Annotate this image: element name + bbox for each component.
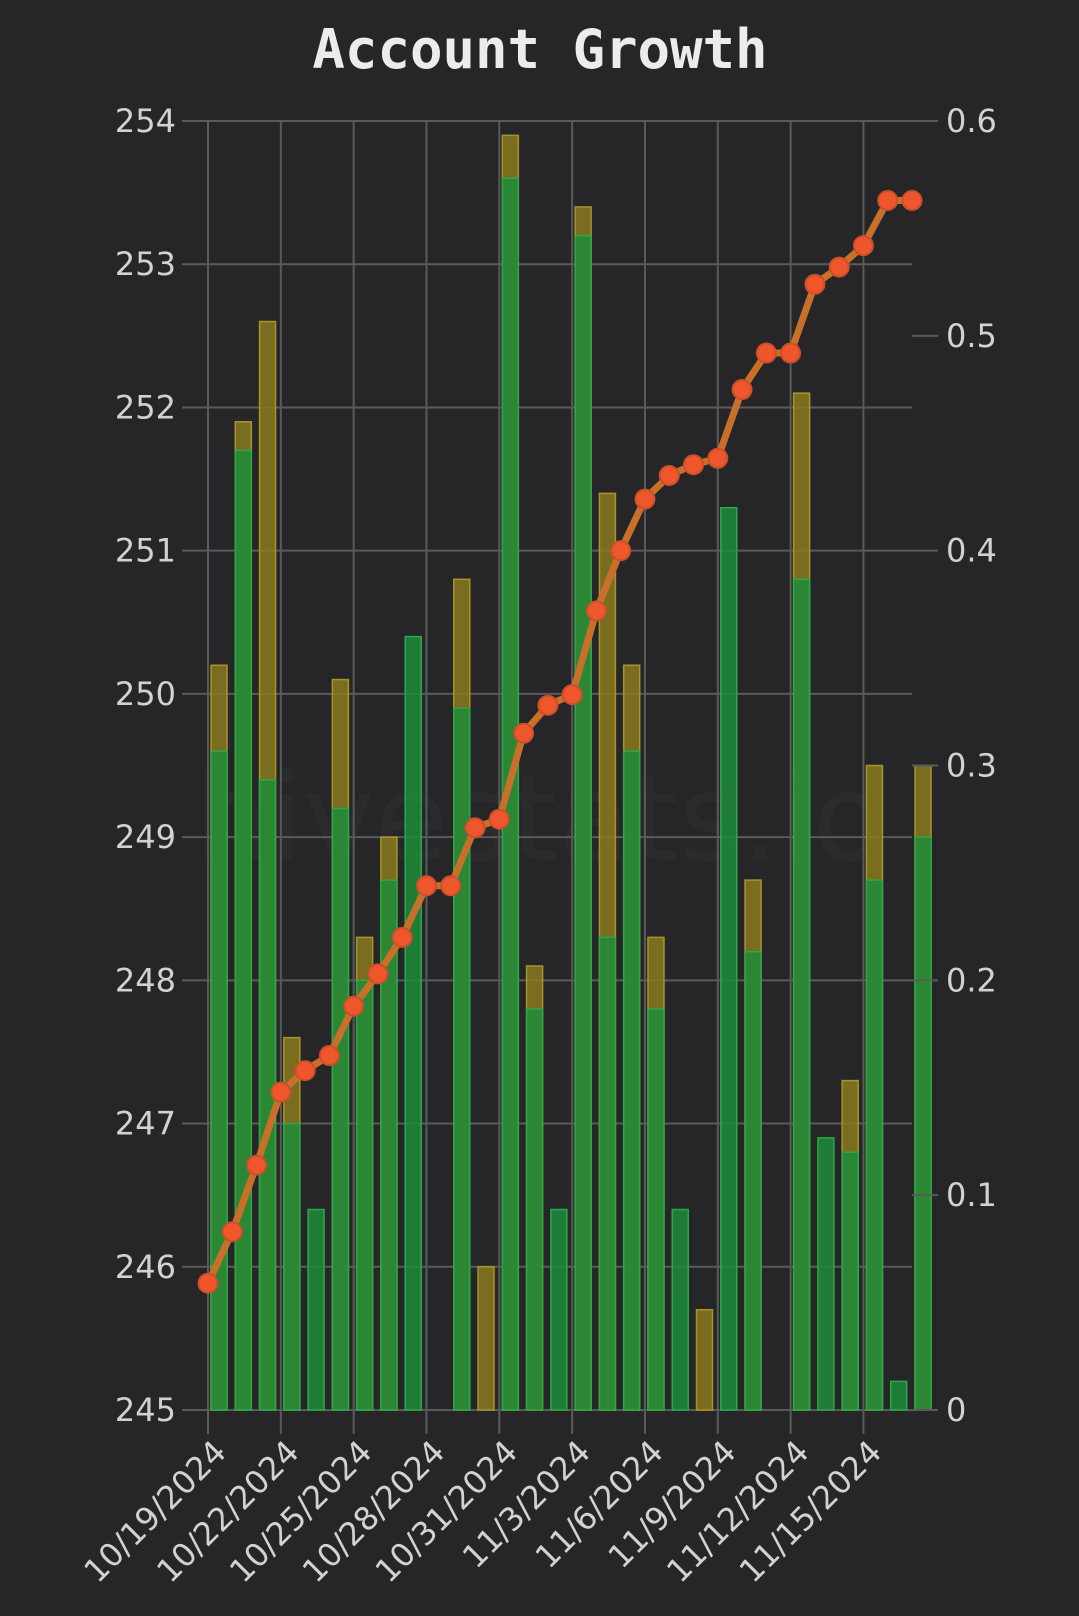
line-point: [731, 379, 753, 401]
line-point: [634, 488, 656, 510]
line-point: [804, 273, 826, 295]
line-point: [901, 189, 923, 211]
y-right-tick-label: 0.5: [946, 317, 997, 355]
green-bar: [720, 506, 738, 1411]
line-point: [343, 995, 365, 1017]
line-point: [585, 600, 607, 622]
green-bar: [817, 1137, 835, 1411]
green-bar: [307, 1208, 325, 1411]
line-point: [367, 963, 389, 985]
line-point: [197, 1272, 219, 1294]
line-point: [877, 189, 899, 211]
line-point: [246, 1154, 268, 1176]
line-point: [707, 447, 729, 469]
green-bar: [404, 635, 422, 1411]
line-point: [270, 1081, 292, 1103]
line-point: [561, 684, 583, 706]
green-bar: [574, 234, 592, 1411]
y-left-tick-label: 247: [115, 1105, 176, 1143]
green-bar: [865, 879, 884, 1411]
green-bar: [914, 836, 932, 1411]
green-bar: [550, 1208, 568, 1411]
y-right-tick-label: 0.4: [946, 532, 997, 570]
y-left-tick-label: 253: [115, 245, 176, 283]
green-bar: [841, 1151, 859, 1411]
watermark-text: hivestats.io: [194, 750, 886, 889]
green-bar: [380, 879, 398, 1411]
y-right-tick-label: 0.6: [946, 102, 997, 140]
y-left-tick-label: 248: [115, 961, 176, 999]
y-left-tick-label: 249: [115, 818, 176, 856]
green-bar: [234, 449, 253, 1411]
chart-title: Account Growth: [312, 18, 767, 81]
line-point: [221, 1221, 243, 1243]
line-point: [683, 454, 705, 476]
green-bar: [525, 1008, 544, 1411]
line-point: [828, 256, 850, 278]
line-layer: [197, 189, 923, 1294]
green-bar: [453, 707, 471, 1411]
line-point: [780, 342, 802, 364]
green-bar: [622, 750, 641, 1411]
green-bar: [792, 578, 811, 1411]
yellow-bar: [695, 1308, 714, 1411]
y-right-tick-label: 0.1: [946, 1176, 997, 1214]
line-point: [852, 235, 874, 257]
line-point: [513, 722, 535, 744]
line-point: [294, 1060, 316, 1082]
line-point: [755, 342, 777, 364]
y-left-tick-label: 254: [115, 102, 176, 140]
line-point: [318, 1045, 340, 1067]
y-right-tick-label: 0: [946, 1391, 966, 1429]
y-left-tick-label: 252: [115, 388, 176, 426]
grid-lines: [207, 120, 912, 1411]
green-bar: [744, 950, 762, 1411]
y-left-tick-label: 245: [115, 1391, 176, 1429]
y-left-tick-label: 250: [115, 675, 176, 713]
line-point: [488, 808, 510, 830]
line-point: [415, 875, 437, 897]
line-point: [464, 817, 486, 839]
green-bar: [647, 1008, 665, 1411]
y-right-tick-label: 0.3: [946, 747, 997, 785]
green-bar: [210, 750, 228, 1411]
line-point: [440, 875, 462, 897]
green-bar: [671, 1208, 689, 1411]
y-right-tick-label: 0.2: [946, 961, 997, 999]
green-bar: [501, 177, 520, 1411]
bar-layer: [210, 134, 932, 1411]
y-left-tick-label: 246: [115, 1248, 176, 1286]
line-point: [610, 540, 632, 562]
green-bar: [355, 979, 374, 1411]
y-left-tick-label: 251: [115, 532, 176, 570]
line-point: [658, 464, 680, 486]
green-bar: [283, 1122, 301, 1411]
green-bar: [889, 1380, 908, 1411]
green-bar: [331, 807, 350, 1411]
line-point: [391, 926, 413, 948]
line-point: [537, 694, 559, 716]
green-bar: [598, 936, 617, 1411]
yellow-bar: [477, 1266, 495, 1411]
